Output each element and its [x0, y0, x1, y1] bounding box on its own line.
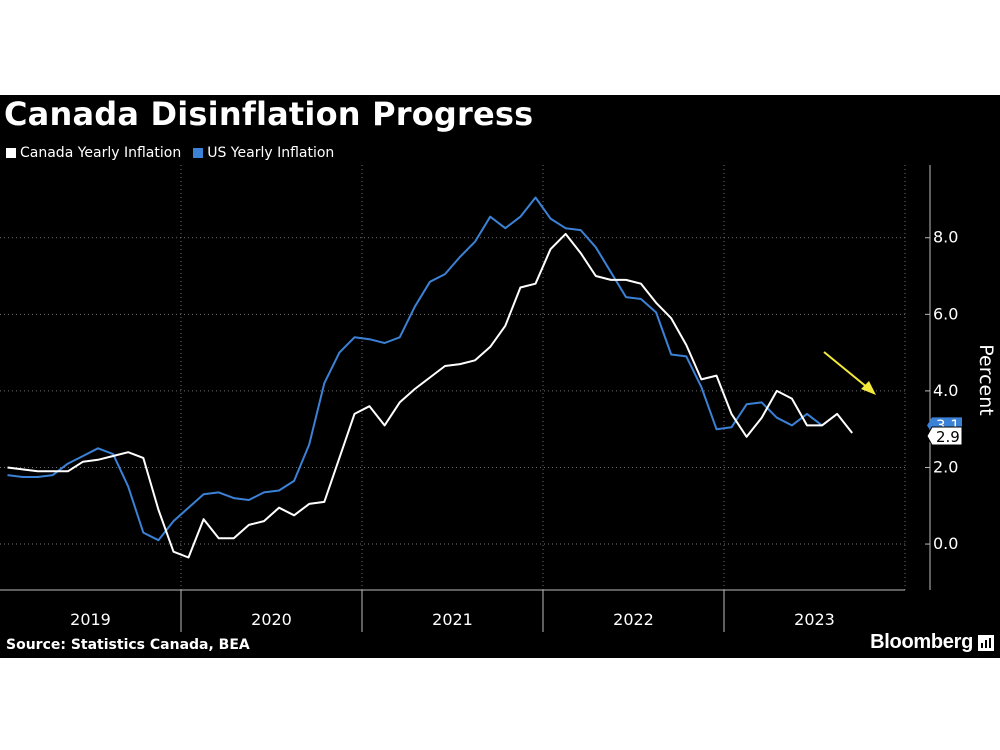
x-tick-label: 2023	[794, 610, 835, 629]
legend-label-canada: Canada Yearly Inflation	[20, 145, 182, 161]
chart-title: Canada Disinflation Progress	[4, 95, 534, 133]
brand-logo: Bloomberg	[870, 631, 994, 654]
legend: Canada Yearly Inflation US Yearly Inflat…	[6, 144, 346, 162]
canada-value-tag	[926, 426, 963, 446]
y-tick-label: 0.0	[933, 534, 958, 553]
y-tick-label: 2.0	[933, 457, 958, 476]
legend-item-us: US Yearly Inflation	[193, 145, 334, 161]
chart-icon	[978, 634, 994, 651]
y-tick-label: 4.0	[933, 381, 958, 400]
source-note: Source: Statistics Canada, BEA	[6, 637, 250, 653]
legend-swatch-canada	[6, 148, 16, 158]
plot-area: 0.0 2.0 4.0 6.0 8.0 Percent 2019 2020 2021 2022 20…	[0, 165, 997, 632]
x-tick-label: 2019	[70, 610, 111, 629]
y-tick-label: 6.0	[933, 304, 958, 323]
legend-label-us: US Yearly Inflation	[207, 145, 335, 161]
legend-item-canada: Canada Yearly Inflation	[6, 145, 181, 161]
us-inflation-line	[7, 196, 823, 542]
legend-swatch-us	[193, 148, 204, 158]
x-tick-label: 2022	[613, 610, 654, 629]
x-tick-label: 2021	[432, 610, 473, 629]
annotation-arrow-head	[861, 381, 876, 395]
x-tick-label: 2020	[251, 610, 292, 629]
y-axis-title: Percent	[975, 344, 997, 416]
canada-value-label: 2.9	[936, 428, 960, 446]
chart-panel: Canada Disinflation Progress Canada Year…	[0, 95, 1000, 658]
canada-inflation-line	[7, 232, 853, 559]
annotation-arrow-shaft	[823, 351, 869, 389]
y-tick-label: 8.0	[933, 228, 958, 247]
brand-name: Bloomberg	[870, 631, 973, 653]
